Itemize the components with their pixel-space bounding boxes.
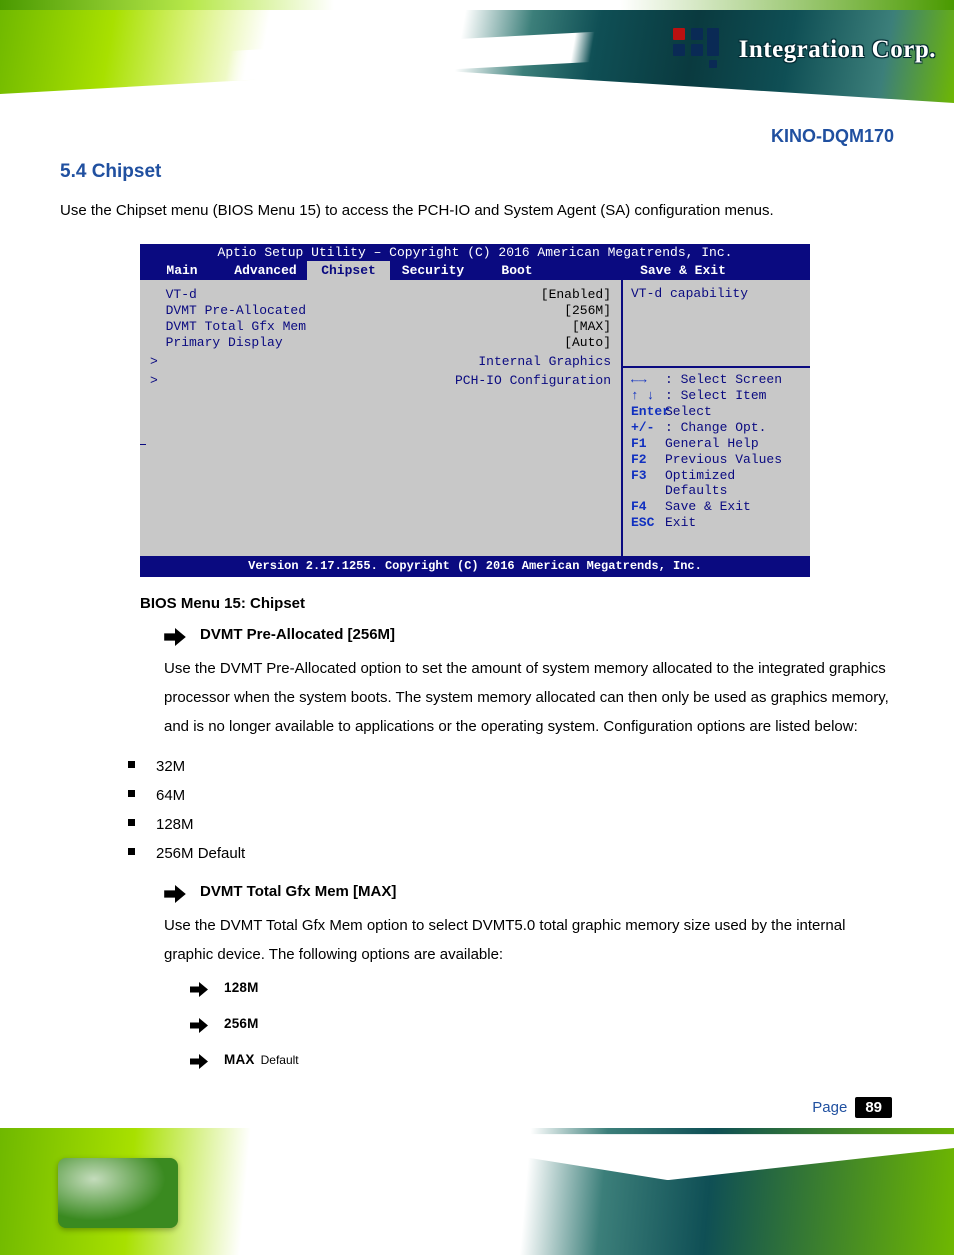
page-label: Page [812, 1099, 847, 1116]
bios-key-hint: Enter Select [631, 404, 802, 419]
bios-tab-advanced[interactable]: Advanced [224, 261, 307, 280]
bios-help-text: VT-d capability [631, 286, 802, 364]
key-hint-text: Exit [665, 515, 696, 530]
bios-setting-value: [Auto] [564, 335, 611, 350]
sub-option-row: MAXDefault [190, 1051, 894, 1069]
option-title: DVMT Total Gfx Mem [MAX] [200, 883, 396, 900]
bios-setting-row[interactable]: DVMT Pre-Allocated [256M] [150, 303, 611, 318]
arrow-right-icon [190, 982, 208, 997]
bios-right-panel: VT-d capability ←→ : Select Screen ↑ ↓ : Se… [623, 280, 810, 556]
bios-left-panel: VT-d [Enabled] DVMT Pre-Allocated [256M] D… [140, 280, 623, 556]
key-hint-text: General Help [665, 436, 759, 451]
key-hint-key: Enter [631, 404, 659, 419]
bios-key-hint: F1 General Help [631, 436, 802, 451]
sub-option-row: 256M [190, 1015, 894, 1033]
arrow-right-icon [190, 1018, 208, 1033]
bios-tab-save-exit[interactable]: Save & Exit [558, 261, 808, 280]
brand-text: Integration Corp. [739, 36, 936, 64]
key-hint-key: F4 [631, 499, 659, 514]
bios-title: Aptio Setup Utility – Copyright (C) 2016… [140, 244, 810, 262]
arrow-right-icon [190, 1054, 208, 1069]
key-hint-text: Previous Values [665, 452, 782, 467]
bios-submenu-label: PCH-IO Configuration [455, 373, 611, 388]
sub-option-row: 128M [190, 979, 894, 997]
submenu-marker-icon: > [150, 354, 158, 369]
option-dvmt-total-gfx-mem: DVMT Total Gfx Mem [MAX] Use the DVMT To… [164, 883, 894, 970]
key-hint-key: F2 [631, 452, 659, 467]
option-dvmt-pre-allocated: DVMT Pre-Allocated [256M] Use the DVMT P… [164, 626, 894, 742]
bios-setting-row[interactable]: VT-d [Enabled] [150, 287, 611, 302]
bios-key-hint: F4 Save & Exit [631, 499, 802, 514]
bios-setting-key: DVMT Pre-Allocated [150, 303, 306, 318]
section-heading: 5.4 Chipset [60, 161, 894, 183]
bios-submenu-row[interactable]: > Internal Graphics [150, 354, 611, 369]
bios-caption: BIOS Menu 15: Chipset [140, 595, 894, 612]
bios-setting-value: [MAX] [572, 319, 611, 334]
bios-setting-value: [256M] [564, 303, 611, 318]
key-hint-key: F3 [631, 468, 659, 483]
section-intro: Use the Chipset menu (BIOS Menu 15) to a… [60, 197, 894, 226]
bios-tab-security[interactable]: Security [390, 261, 476, 280]
bios-setting-key: DVMT Total Gfx Mem [150, 319, 306, 334]
bios-help-divider [623, 366, 810, 368]
bios-tab-main[interactable]: Main [140, 261, 224, 280]
bios-setting-value: [Enabled] [541, 287, 611, 302]
bios-setting-key: Primary Display [150, 335, 283, 350]
bios-key-hints: ←→ : Select Screen ↑ ↓ : Select Item Enter Se… [631, 372, 802, 530]
bios-setting-row[interactable]: DVMT Total Gfx Mem [MAX] [150, 319, 611, 334]
option-desc: Use the DVMT Total Gfx Mem option to sel… [164, 911, 894, 970]
bios-key-hint: F2 Previous Values [631, 452, 802, 467]
sub-option-label: 128M [224, 979, 265, 996]
key-hint-key: F1 [631, 436, 659, 451]
bios-setting-key: VT-d [150, 287, 197, 302]
brand: Integration Corp. [671, 28, 936, 72]
bios-box: Aptio Setup Utility – Copyright (C) 2016… [140, 244, 810, 577]
list-item: 64M [156, 781, 894, 810]
header-swoosh [0, 70, 954, 112]
key-hint-text: Optimized Defaults [665, 468, 802, 498]
page-number: 89 [855, 1097, 892, 1118]
page-number-strip: Page 89 [0, 1091, 954, 1120]
key-hint-text: : Change Opt. [665, 420, 766, 435]
header-banner: Integration Corp. [0, 0, 954, 112]
bios-setting-row[interactable]: Primary Display [Auto] [150, 335, 611, 350]
key-hint-text: : Select Item [665, 388, 766, 403]
bios-submenu-row[interactable]: > PCH-IO Configuration [150, 373, 611, 388]
key-hint-key: ←→ [631, 372, 659, 387]
arrow-right-icon [164, 885, 186, 903]
bios-tab-boot[interactable]: Boot [476, 261, 558, 280]
bios-footer: Version 2.17.1255. Copyright (C) 2016 Am… [140, 556, 810, 577]
list-item: 128M [156, 810, 894, 839]
arrow-right-icon [164, 628, 186, 646]
sub-option-list: 128M 256M MAXDefault [190, 979, 894, 1069]
key-hint-text: Select [665, 404, 712, 419]
sub-option-label: 256M [224, 1015, 265, 1032]
option-desc: Use the DVMT Pre-Allocated option to set… [164, 654, 894, 742]
key-hint-text: Save & Exit [665, 499, 751, 514]
bios-key-hint: +/- : Change Opt. [631, 420, 802, 435]
list-item: 32M [156, 752, 894, 781]
sub-option-label: MAXDefault [224, 1051, 299, 1068]
bios-key-hint: ↑ ↓ : Select Item [631, 388, 802, 403]
option-value-list: 32M64M128M256M Default [156, 752, 894, 869]
model-line: KINO-DQM170 [60, 126, 894, 147]
key-hint-key: +/- [631, 420, 659, 435]
bios-key-hint: ←→ : Select Screen [631, 372, 802, 387]
submenu-marker-icon: > [150, 373, 158, 388]
bios-key-hint: ESC Exit [631, 515, 802, 530]
bios-body: VT-d [Enabled] DVMT Pre-Allocated [256M] D… [140, 280, 810, 556]
option-title: DVMT Pre-Allocated [256M] [200, 626, 395, 643]
key-hint-key: ↑ ↓ [631, 388, 659, 403]
bios-submenu-label: Internal Graphics [478, 354, 611, 369]
bios-key-hint: F3 Optimized Defaults [631, 468, 802, 498]
brand-logo-icon [671, 28, 729, 72]
key-hint-text: : Select Screen [665, 372, 782, 387]
model-name: KINO-DQM170 [771, 126, 894, 147]
list-item: 256M Default [156, 839, 894, 868]
key-hint-key: ESC [631, 515, 659, 530]
footer-banner [0, 1128, 954, 1255]
page-body: KINO-DQM170 5.4 Chipset Use the Chipset … [0, 112, 954, 1091]
bios-tab-bar: MainAdvancedChipsetSecurityBootSave & Ex… [140, 261, 810, 280]
bios-tab-chipset[interactable]: Chipset [307, 261, 390, 280]
